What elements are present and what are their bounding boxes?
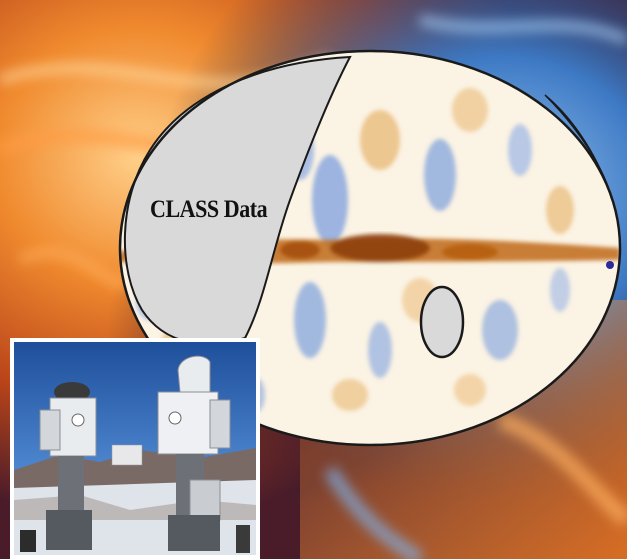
telescope-right bbox=[157, 355, 231, 551]
class-data-label: CLASS Data bbox=[150, 196, 268, 223]
masked-region bbox=[123, 55, 352, 345]
sky-map bbox=[118, 49, 622, 447]
masked-spot bbox=[419, 285, 465, 359]
telescope-left bbox=[39, 382, 97, 550]
inset-photo bbox=[10, 338, 260, 559]
sky-map-outline bbox=[118, 49, 622, 447]
